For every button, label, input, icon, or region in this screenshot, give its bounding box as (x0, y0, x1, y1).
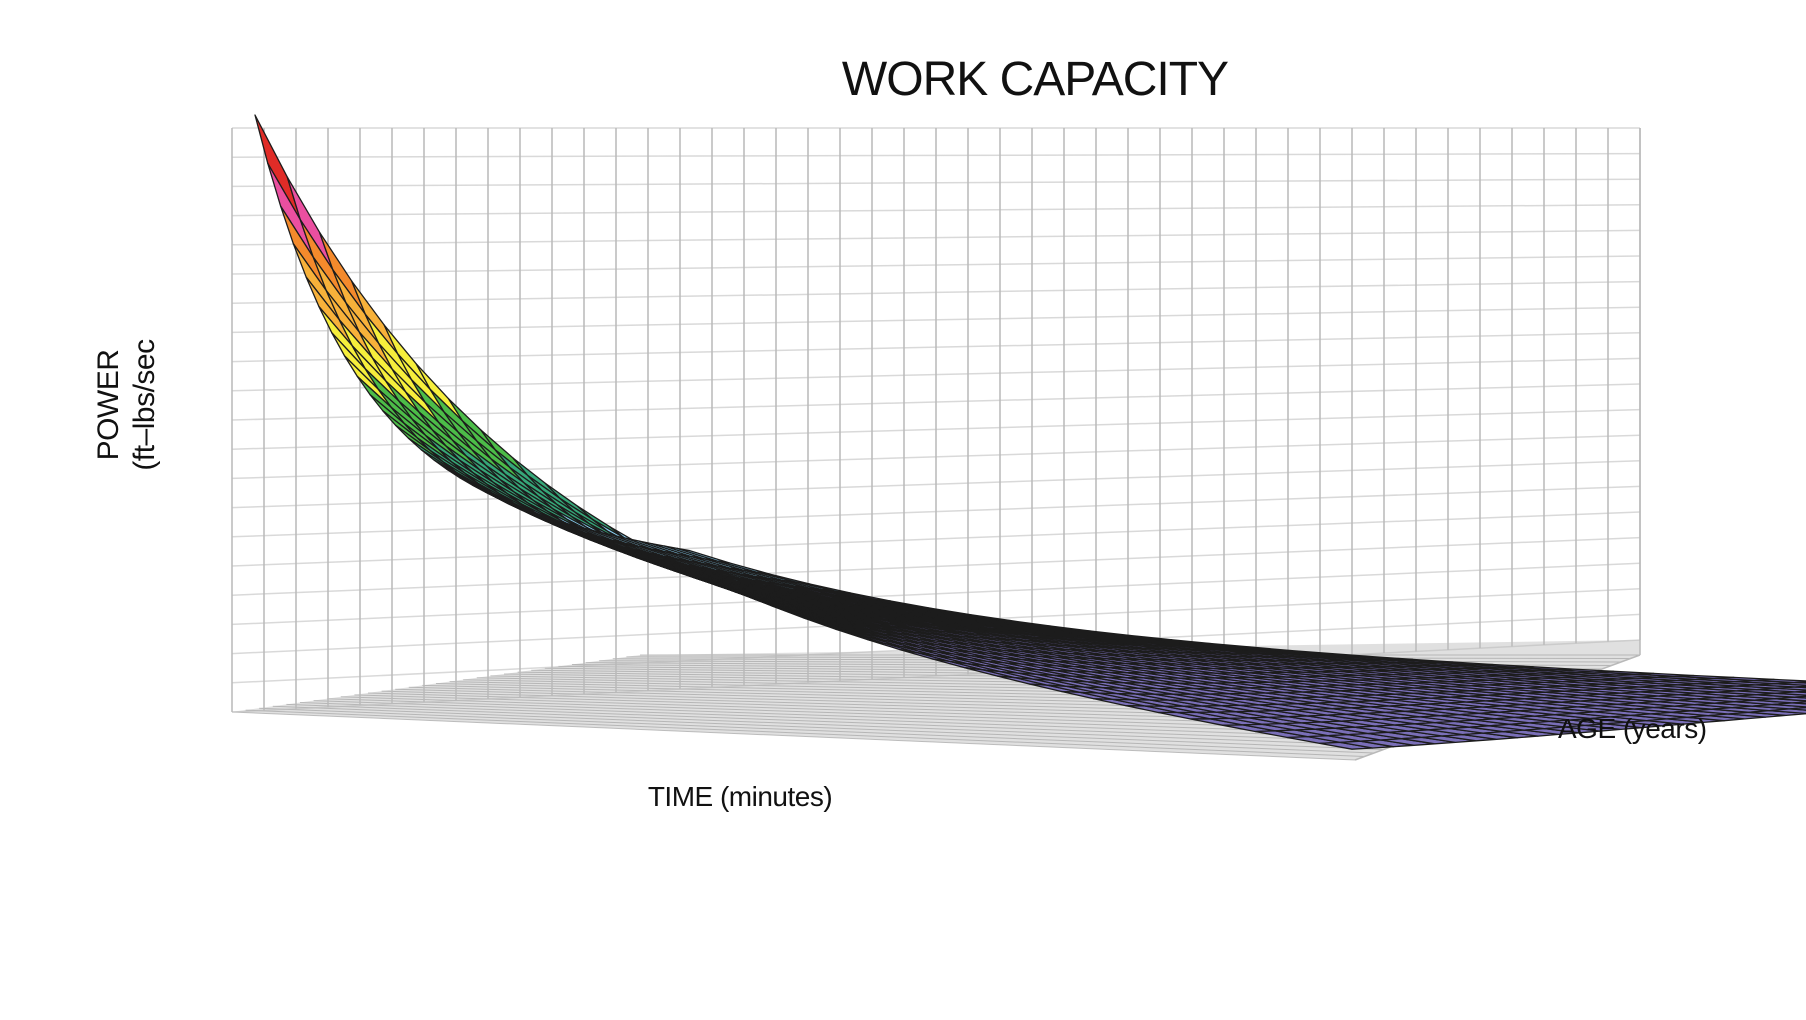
back-wall-hline (231, 204, 1641, 217)
surface-cell (1754, 678, 1806, 684)
back-wall-hline (231, 562, 1641, 626)
surface-cell (1792, 701, 1806, 705)
floor-line (259, 707, 1375, 754)
floor-line (231, 711, 1356, 761)
back-wall-hline (231, 357, 1641, 392)
surface-cell (1794, 695, 1806, 699)
z-axis-label: AGE (years) (1558, 713, 1707, 744)
chart-title: WORK CAPACITY (842, 53, 1228, 106)
back-wall-hline (231, 306, 1641, 334)
floor-line (245, 709, 1365, 757)
back-wall-hline (231, 332, 1641, 363)
surface-cell (1775, 691, 1806, 696)
surface-cell (1755, 692, 1806, 698)
surface-cell (1789, 706, 1806, 711)
back-wall-hline (231, 536, 1641, 596)
floor-line (327, 698, 1422, 736)
back-wall-hline (231, 383, 1641, 421)
back-wall-hline (231, 460, 1641, 509)
x-axis-label: TIME (minutes) (648, 781, 832, 812)
surface-cell (1748, 709, 1806, 717)
y-axis-unit: (ft–lbs/sec (128, 339, 161, 471)
back-wall-hline (231, 639, 1641, 713)
floor-line (299, 702, 1403, 743)
surface-cell (1754, 698, 1806, 704)
surface-cell (1794, 681, 1806, 684)
surface-cell (1795, 685, 1806, 689)
power-surface (254, 114, 1806, 750)
back-wall-hline (231, 280, 1641, 304)
surface-cell (254, 114, 301, 221)
back-wall-hline (231, 229, 1641, 246)
surface-cell (1795, 690, 1806, 694)
back-wall-hline (231, 485, 1641, 538)
back-wall-hline (231, 511, 1641, 567)
floor-line (313, 700, 1413, 740)
floor-line (286, 703, 1394, 747)
surface-cell (1755, 683, 1806, 688)
back-wall-hline (231, 152, 1641, 158)
surface-cell (1756, 687, 1806, 693)
floor-line (272, 705, 1384, 750)
surface-cell (1751, 703, 1806, 710)
back-wall-hline (231, 255, 1641, 275)
y-axis-title: POWER (92, 350, 125, 461)
y-axis-label: POWER (ft–lbs/sec (92, 339, 161, 471)
back-wall-hline (231, 178, 1641, 188)
surface-cell (1771, 702, 1806, 708)
surface-cell (1774, 696, 1806, 702)
